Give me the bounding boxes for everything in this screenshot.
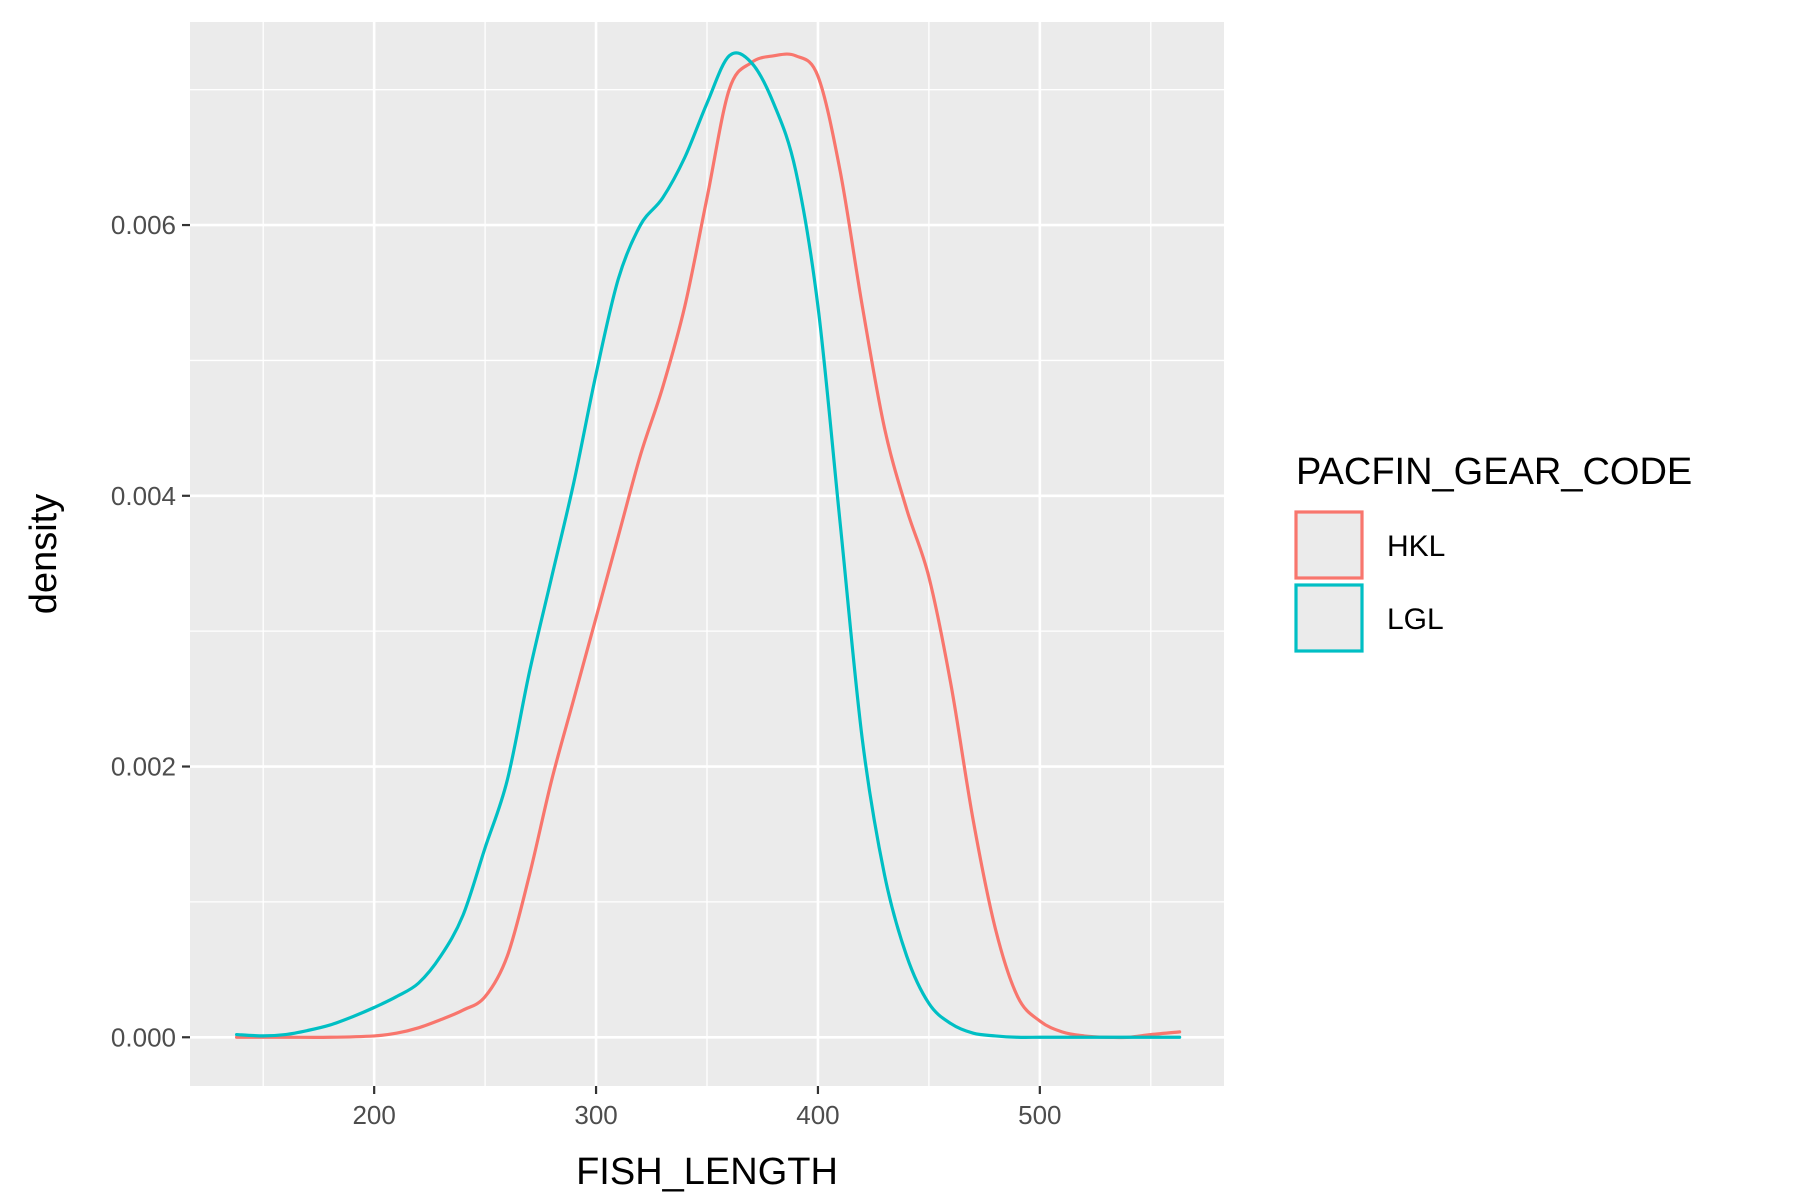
legend-key-lgl bbox=[1294, 583, 1364, 653]
legend-label-lgl: LGL bbox=[1387, 603, 1444, 636]
legend-items: HKL LGL bbox=[1294, 510, 1445, 653]
x-tick-label: 300 bbox=[574, 1100, 617, 1130]
legend: PACFIN_GEAR_CODE HKL LGL bbox=[1294, 451, 1692, 653]
y-axis-title: density bbox=[23, 494, 65, 614]
y-axis: 0.000 0.002 0.004 0.006 bbox=[111, 210, 190, 1052]
legend-label-hkl: HKL bbox=[1387, 530, 1445, 563]
y-tick-label: 0.002 bbox=[111, 752, 176, 782]
y-tick-label: 0.006 bbox=[111, 210, 176, 240]
x-tick-label: 200 bbox=[352, 1100, 395, 1130]
major-gridlines bbox=[190, 22, 1224, 1086]
y-tick-label: 0.000 bbox=[111, 1022, 176, 1052]
density-lines bbox=[235, 51, 1182, 1040]
x-tick-label: 400 bbox=[796, 1100, 839, 1130]
x-tick-label: 500 bbox=[1018, 1100, 1061, 1130]
x-axis-title: FISH_LENGTH bbox=[576, 1151, 838, 1193]
series-line-lgl bbox=[235, 51, 1182, 1039]
legend-key-hkl bbox=[1294, 510, 1364, 580]
y-tick-label: 0.004 bbox=[111, 481, 176, 511]
legend-title: PACFIN_GEAR_CODE bbox=[1296, 451, 1692, 493]
series-line-hkl bbox=[235, 52, 1182, 1040]
x-axis: 200 300 400 500 bbox=[352, 1086, 1062, 1130]
